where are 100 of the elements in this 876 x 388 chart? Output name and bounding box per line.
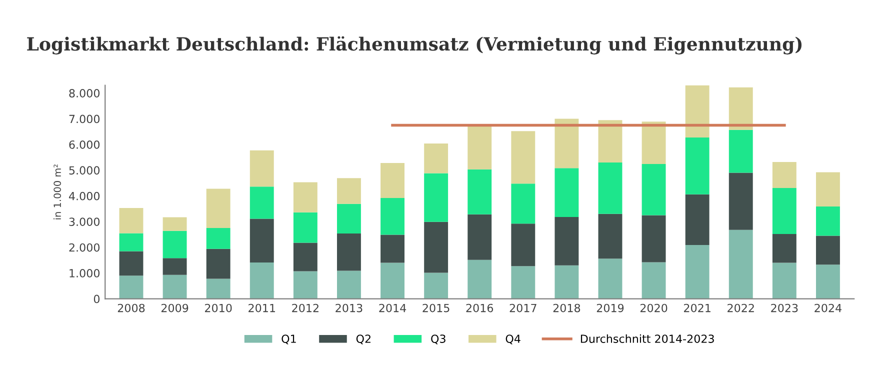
bar bbox=[685, 85, 710, 138]
x-tick-label: 2018 bbox=[553, 304, 580, 312]
bar bbox=[468, 169, 492, 214]
x-tick-label: 2010 bbox=[205, 304, 232, 312]
x-tick-label: 2016 bbox=[466, 304, 494, 312]
bar bbox=[206, 188, 230, 228]
bar bbox=[642, 164, 666, 216]
bar bbox=[511, 266, 536, 299]
chart-title: Logistikmarkt Deutschland: Flächenumsatz (Vermietung und Eigennutzung) bbox=[27, 36, 802, 54]
bar bbox=[380, 198, 404, 235]
bar bbox=[337, 204, 361, 234]
bar bbox=[119, 233, 144, 252]
bar bbox=[119, 276, 144, 299]
bar bbox=[728, 130, 753, 173]
bar bbox=[380, 234, 404, 263]
bar bbox=[293, 212, 318, 243]
bar bbox=[250, 186, 274, 219]
bar bbox=[468, 214, 492, 260]
bar bbox=[337, 270, 361, 299]
bar bbox=[598, 162, 622, 214]
x-tick-label: 2020 bbox=[640, 304, 668, 312]
bar bbox=[816, 264, 840, 299]
bar bbox=[206, 228, 230, 249]
x-tick-label: 2012 bbox=[292, 304, 318, 312]
y-tick-label: 4.000 bbox=[68, 192, 100, 200]
bar bbox=[511, 224, 536, 266]
bar bbox=[685, 138, 710, 194]
legend-label: Q3 bbox=[431, 334, 446, 344]
bar bbox=[598, 258, 622, 299]
x-tick-label: 2024 bbox=[814, 304, 842, 312]
x-tick-label: 2019 bbox=[596, 304, 624, 312]
bar bbox=[250, 218, 274, 263]
bar bbox=[685, 245, 710, 299]
bar bbox=[162, 230, 187, 258]
x-tick-label: 2021 bbox=[684, 304, 710, 312]
bar bbox=[728, 172, 753, 230]
bar bbox=[424, 173, 448, 222]
bar bbox=[162, 274, 187, 299]
bar bbox=[598, 120, 622, 162]
y-tick-label: 8.000 bbox=[69, 89, 100, 98]
bar bbox=[816, 172, 840, 206]
bar bbox=[642, 215, 666, 262]
bar bbox=[293, 182, 318, 212]
legend-label: Q4 bbox=[506, 334, 520, 344]
x-tick-label: 2015 bbox=[422, 304, 450, 312]
bar bbox=[511, 131, 536, 184]
x-tick-label: 2009 bbox=[161, 304, 188, 312]
bar bbox=[119, 251, 144, 276]
bar bbox=[424, 222, 448, 273]
x-tick-label: 2023 bbox=[771, 304, 798, 312]
legend-label: Q1 bbox=[282, 334, 296, 344]
bar bbox=[642, 122, 666, 164]
bar bbox=[380, 163, 404, 198]
bar bbox=[554, 118, 579, 168]
y-tick-label: 3.000 bbox=[69, 218, 100, 226]
bar bbox=[468, 260, 492, 299]
bar bbox=[772, 188, 796, 234]
bar bbox=[162, 217, 187, 231]
bar bbox=[511, 184, 536, 224]
bar bbox=[816, 206, 840, 236]
legend-label: Durchschnitt 2014-2023 bbox=[580, 334, 714, 343]
bar bbox=[293, 271, 318, 299]
bar bbox=[642, 262, 666, 299]
bar bbox=[424, 272, 448, 299]
y-axis-title: in 1.000 m² bbox=[53, 164, 62, 220]
y-tick-label: 1.000 bbox=[70, 269, 100, 278]
bar bbox=[554, 217, 579, 266]
y-tick-label: 7.000 bbox=[69, 114, 100, 124]
y-tick-label: 5.000 bbox=[69, 166, 100, 175]
y-tick-label: 2.000 bbox=[69, 243, 100, 252]
x-tick-label: 2017 bbox=[510, 304, 536, 312]
x-tick-label: 2011 bbox=[248, 304, 275, 312]
bar bbox=[816, 236, 840, 265]
y-tick-label: 6.000 bbox=[69, 140, 100, 149]
y-tick-label: 0 bbox=[94, 294, 100, 304]
bar bbox=[337, 178, 361, 204]
bar bbox=[119, 208, 144, 234]
bar bbox=[162, 258, 187, 275]
bar bbox=[554, 168, 579, 217]
bar bbox=[250, 150, 274, 187]
bar bbox=[293, 242, 318, 272]
x-tick-label: 2022 bbox=[728, 304, 754, 312]
x-tick-label: 2008 bbox=[118, 304, 145, 312]
bar bbox=[206, 248, 230, 279]
bar bbox=[772, 262, 796, 299]
bar bbox=[728, 230, 753, 299]
bar bbox=[685, 194, 710, 246]
bar bbox=[772, 162, 796, 188]
bar bbox=[728, 87, 753, 130]
bar bbox=[250, 262, 274, 299]
bar bbox=[337, 233, 361, 271]
bar bbox=[380, 262, 404, 299]
x-tick-label: 2013 bbox=[336, 304, 362, 312]
bar bbox=[598, 214, 622, 259]
bar bbox=[468, 126, 492, 170]
legend-label: Q2 bbox=[356, 334, 370, 344]
bar bbox=[206, 278, 230, 299]
bar bbox=[424, 143, 448, 174]
bar bbox=[554, 265, 579, 299]
bar bbox=[772, 234, 796, 263]
